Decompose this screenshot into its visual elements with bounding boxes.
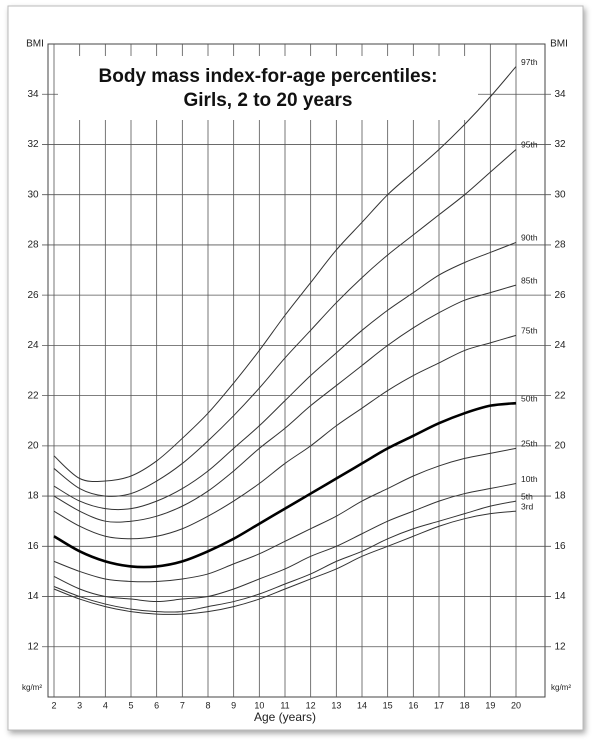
x-tick-label: 6 <box>154 700 159 710</box>
x-tick-label: 17 <box>434 700 444 710</box>
percentile-curve <box>53 510 517 615</box>
x-tick-label: 16 <box>408 700 418 710</box>
y-tick-label: 22 <box>27 390 39 401</box>
x-axis-label: Age (years) <box>254 710 316 724</box>
percentile-curve <box>53 284 517 523</box>
chart-title: Body mass index-for-age percentiles: <box>99 66 438 87</box>
percentile-curve <box>53 149 517 497</box>
percentile-curve <box>53 334 517 540</box>
legend-label: 10th <box>521 474 538 484</box>
y-tick-label: 26 <box>554 290 566 301</box>
x-tick-label: 8 <box>205 700 210 710</box>
x-tick-label: 12 <box>306 700 316 710</box>
y-tick-label: 32 <box>554 139 566 150</box>
y-tick-label: 14 <box>554 591 566 602</box>
y-tick-label: 30 <box>27 189 39 200</box>
x-tick-label: 5 <box>128 700 133 710</box>
y-tick-label: 24 <box>27 340 39 351</box>
legend-label: 50th <box>521 393 538 403</box>
y-tick-label: 16 <box>554 541 566 552</box>
legend-label: 97th <box>521 57 538 67</box>
y-tick-label: 12 <box>27 641 39 652</box>
x-tick-label: 2 <box>51 700 56 710</box>
x-tick-label: 18 <box>460 700 470 710</box>
y-tick-label: 18 <box>27 491 39 502</box>
percentile-curve <box>53 241 517 511</box>
legend-label: 90th <box>521 233 538 243</box>
y-tick-label: 28 <box>554 240 566 251</box>
legend-label: 95th <box>521 140 538 150</box>
title-box <box>58 56 478 120</box>
chart-subtitle: Girls, 2 to 20 years <box>184 90 353 111</box>
legend-label: 85th <box>521 275 538 285</box>
legend-label: 25th <box>521 439 538 449</box>
y-axis-label: BMI <box>550 39 568 50</box>
y-tick-label: 26 <box>27 290 39 301</box>
x-tick-label: 10 <box>254 700 264 710</box>
x-tick-label: 9 <box>231 700 236 710</box>
y-tick-label: 34 <box>554 89 566 100</box>
legend-label: 5th <box>521 491 533 501</box>
paper <box>7 5 584 731</box>
x-tick-label: 4 <box>103 700 108 710</box>
y-tick-label: 18 <box>554 491 566 502</box>
x-tick-label: 19 <box>485 700 495 710</box>
y-unit-label: kg/m² <box>22 683 42 692</box>
y-tick-label: 32 <box>27 139 39 150</box>
legend-label: 75th <box>521 326 538 336</box>
y-tick-label: 24 <box>554 340 566 351</box>
percentile-curve <box>53 401 517 569</box>
y-tick-label: 14 <box>27 591 39 602</box>
y-tick-label: 28 <box>27 240 39 251</box>
x-tick-label: 15 <box>383 700 393 710</box>
x-tick-label: 13 <box>331 700 341 710</box>
legend-label: 3rd <box>521 501 534 511</box>
x-tick-label: 7 <box>180 700 185 710</box>
percentile-curve <box>53 483 517 603</box>
y-axis-label: BMI <box>26 39 44 50</box>
percentile-curve <box>53 447 517 583</box>
plot-frame <box>47 43 546 698</box>
x-tick-label: 11 <box>280 700 289 710</box>
y-tick-label: 20 <box>27 440 39 451</box>
percentile-curve <box>53 500 517 613</box>
y-tick-label: 22 <box>554 390 566 401</box>
x-tick-label: 3 <box>77 700 82 710</box>
y-tick-label: 20 <box>554 440 566 451</box>
x-tick-label: 20 <box>511 700 521 710</box>
percentile-curve <box>53 66 517 483</box>
y-tick-label: 34 <box>27 89 39 100</box>
y-tick-label: 30 <box>554 189 566 200</box>
x-tick-label: 14 <box>357 700 367 710</box>
y-tick-label: 16 <box>27 541 39 552</box>
y-tick-label: 12 <box>554 641 566 652</box>
y-unit-label: kg/m² <box>551 683 571 692</box>
